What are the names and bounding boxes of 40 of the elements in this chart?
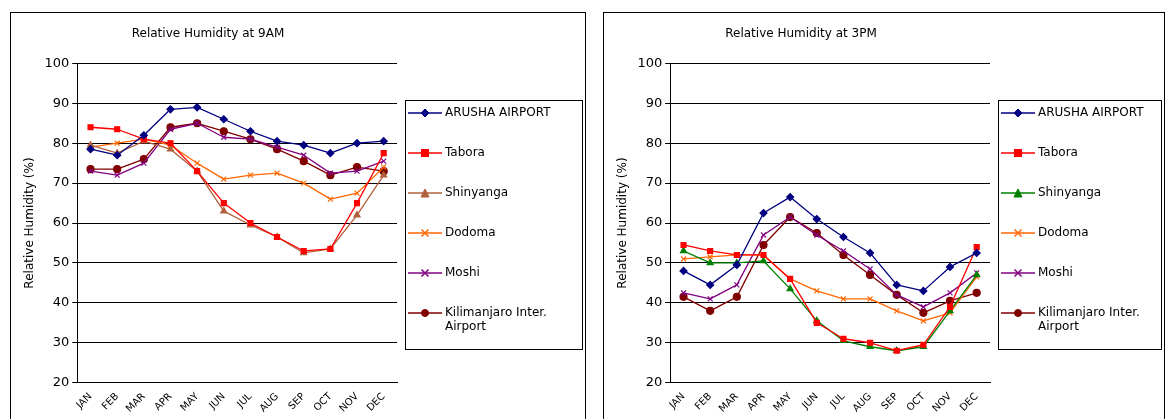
- y-tick-label: 60: [645, 214, 663, 230]
- y-tick-label: 80: [645, 134, 663, 150]
- y-tick-label: 90: [645, 94, 663, 110]
- legend-label: Moshi: [1038, 265, 1073, 279]
- y-axis-title: Relative Humidity (%): [22, 157, 37, 289]
- y-tick-label: 60: [52, 214, 70, 230]
- y-tick-label: 100: [44, 54, 70, 70]
- x-tick-label: JUL: [233, 390, 254, 411]
- y-axis-title: Relative Humidity (%): [615, 157, 630, 289]
- legend-label: Tabora: [1038, 145, 1078, 159]
- legend-label: Kilimanjaro Inter. Airport: [445, 305, 548, 333]
- legend-label: ARUSHA AIRPORT: [1038, 105, 1144, 119]
- y-tick-label: 70: [52, 174, 70, 190]
- y-tick-label: 20: [52, 374, 70, 390]
- x-tick-label: FEB: [692, 390, 714, 412]
- y-tick-label: 70: [645, 174, 663, 190]
- legend-label: Tabora: [445, 145, 485, 159]
- legend-label: Shinyanga: [445, 185, 509, 199]
- legend-label: ARUSHA AIRPORT: [445, 105, 551, 119]
- chart-title: Relative Humidity at 9AM: [131, 26, 285, 41]
- y-tick-label: 30: [52, 334, 70, 350]
- chart-title: Relative Humidity at 3PM: [725, 26, 877, 41]
- x-tick-label: JUL: [826, 390, 847, 411]
- x-tick-label: FEB: [99, 390, 121, 412]
- y-tick-label: 40: [52, 294, 70, 310]
- x-tick-label: SEP: [285, 390, 307, 412]
- y-tick-label: 50: [52, 254, 70, 270]
- legend-label: Kilimanjaro Inter. Airport: [1038, 305, 1141, 333]
- legend-label: Moshi: [445, 265, 480, 279]
- y-tick-label: 80: [52, 134, 70, 150]
- y-tick-label: 100: [637, 54, 663, 70]
- y-tick-label: 40: [645, 294, 663, 310]
- x-tick-label: SEP: [878, 390, 900, 412]
- legend-label: Dodoma: [1038, 225, 1089, 239]
- y-tick-label: 30: [645, 334, 663, 350]
- y-tick-label: 50: [645, 254, 663, 270]
- legend-label: Shinyanga: [1038, 185, 1102, 199]
- y-tick-label: 90: [52, 94, 70, 110]
- legend-label: Dodoma: [445, 225, 496, 239]
- y-tick-label: 20: [645, 374, 663, 390]
